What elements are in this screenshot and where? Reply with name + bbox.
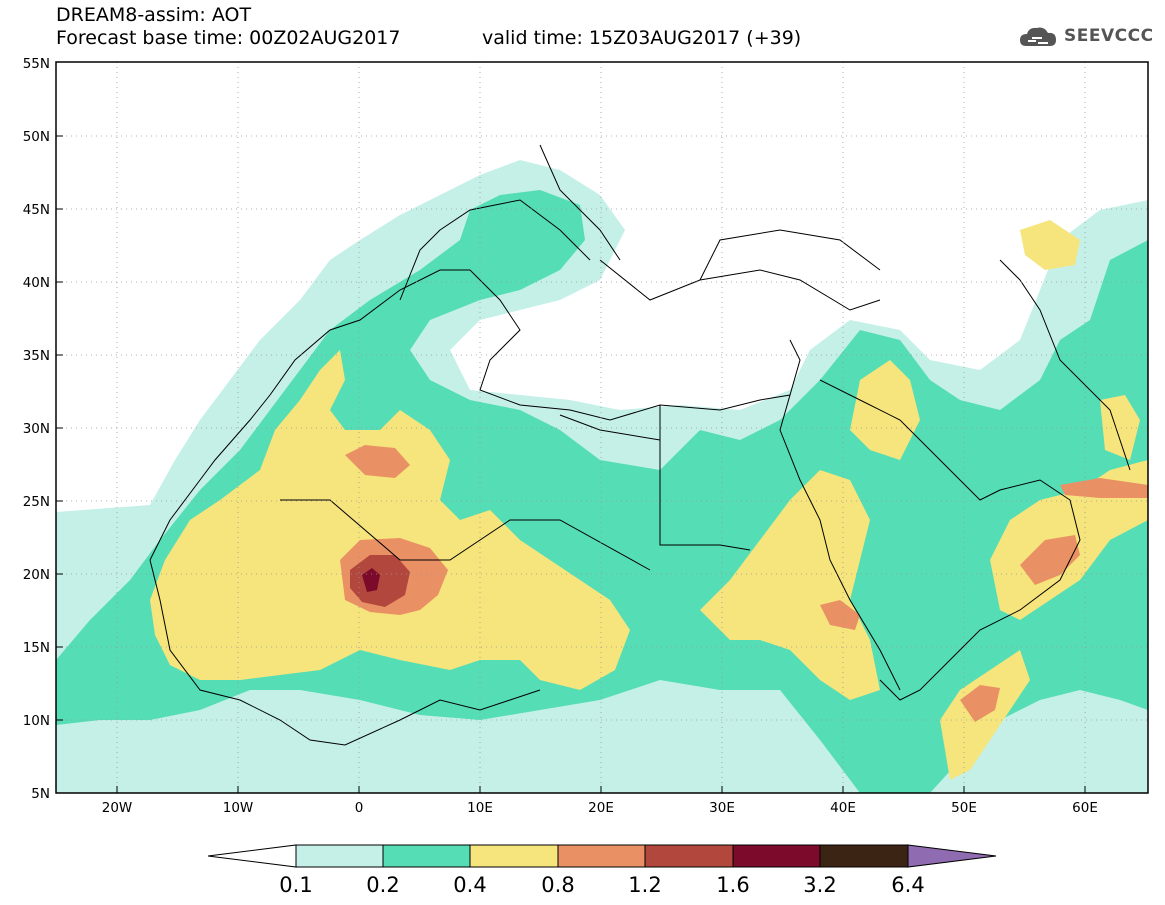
colorbar-cell (382, 844, 471, 868)
lon-labels: 20W 10W 0 10E 20E 30E 40E 50E 60E (102, 800, 1098, 816)
aot-band-08-f (1060, 478, 1148, 498)
lon-label: 10W (223, 800, 254, 816)
graticule (56, 62, 1148, 793)
colorbar-label: 0.8 (541, 873, 574, 897)
lat-label: 50N (23, 129, 50, 145)
aot-band-08-b (345, 445, 410, 478)
logo-text: SEEVCCC (1064, 26, 1154, 46)
lon-label: 20E (588, 800, 614, 816)
lat-label: 20N (23, 567, 50, 583)
aot-band-08-c (1020, 535, 1080, 585)
aot-band-04-east (700, 470, 880, 700)
colorbar-label: 6.4 (891, 873, 924, 897)
lon-label: 20W (102, 800, 133, 816)
colorbar-label: 0.4 (453, 873, 486, 897)
colorbar-cell (732, 844, 821, 868)
colorbar-cell (557, 844, 646, 868)
colorbar-cell (819, 844, 909, 868)
colorbar-cell (295, 844, 384, 868)
aot-band-04-west (150, 350, 630, 690)
colorbar-max-arrow (907, 844, 997, 868)
lat-label: 40N (23, 275, 50, 291)
colorbar-label: 1.2 (628, 873, 661, 897)
colorbar-cell (469, 844, 559, 868)
valid-time: valid time: 15Z03AUG2017 (+39) (482, 27, 802, 49)
lon-label: 60E (1072, 800, 1098, 816)
aot-band-08-d (820, 600, 860, 630)
country-borders (149, 144, 1131, 746)
aot-band-04-arabia (850, 360, 920, 460)
colorbar-cell (644, 844, 734, 868)
lon-label: 50E (951, 800, 977, 816)
axis-ticks (56, 135, 1086, 793)
lat-label: 55N (23, 56, 50, 72)
forecast-base-time: Forecast base time: 00Z02AUG2017 (56, 27, 401, 49)
lon-label: 10E (467, 800, 493, 816)
seevccc-logo-icon (1020, 27, 1056, 46)
colorbar-label: 1.6 (716, 873, 749, 897)
colorbar-label: 0.2 (366, 873, 399, 897)
lat-label: 15N (23, 640, 50, 656)
lon-label: 0 (355, 800, 364, 816)
lat-label: 45N (23, 202, 50, 218)
map-title: DREAM8-assim: AOT (56, 4, 252, 26)
lat-label: 10N (23, 713, 50, 729)
lat-labels: 55N 50N 45N 40N 35N 30N 25N 20N 15N 10N … (23, 56, 50, 802)
lon-label: 40E (830, 800, 856, 816)
aot-band-04-caspian (1020, 220, 1080, 270)
colorbar-labels: 0.1 0.2 0.4 0.8 1.2 1.6 3.2 6.4 (279, 873, 924, 897)
colorbar-label: 3.2 (803, 873, 836, 897)
lat-label: 5N (31, 786, 50, 802)
colorbar-label: 0.1 (279, 873, 312, 897)
lon-label: 30E (709, 800, 735, 816)
colorbar-min-arrow (207, 844, 297, 868)
aot-band-08-e (960, 685, 1000, 722)
colorbar (207, 844, 997, 868)
lat-label: 30N (23, 421, 50, 437)
lat-label: 25N (23, 494, 50, 510)
lat-label: 35N (23, 348, 50, 364)
aot-band-12 (350, 555, 410, 607)
